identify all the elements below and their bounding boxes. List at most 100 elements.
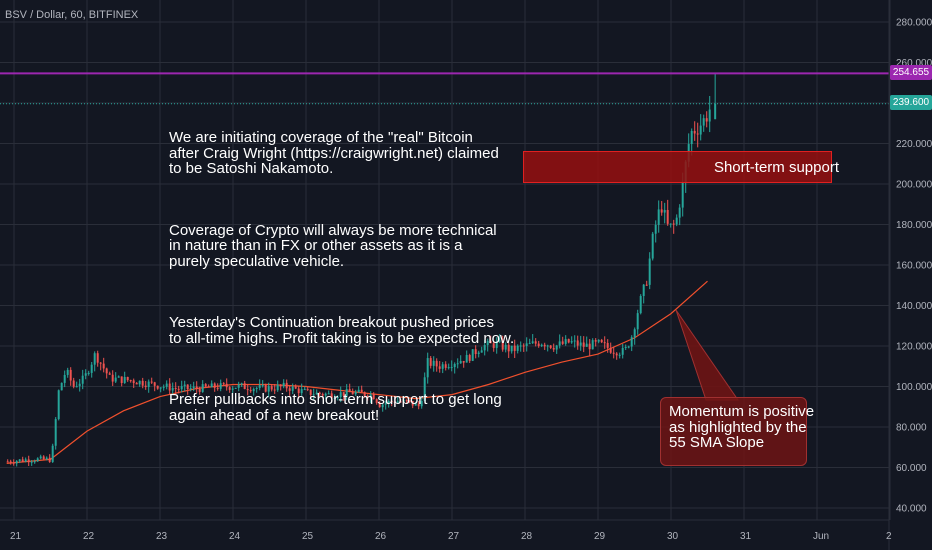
candle-body bbox=[189, 388, 192, 390]
candle-body bbox=[165, 383, 168, 387]
note-paragraph-4: Prefer pullbacks into shor-term support … bbox=[169, 391, 502, 424]
candle-body bbox=[156, 385, 159, 389]
candle-body bbox=[162, 386, 165, 388]
y-tick-label: 80.000 bbox=[896, 423, 927, 434]
candle-body bbox=[222, 383, 225, 385]
candle-body bbox=[570, 341, 573, 343]
candle-body bbox=[702, 118, 705, 126]
x-tick-label: 23 bbox=[156, 531, 168, 542]
candle-body bbox=[267, 386, 270, 392]
coverage-note[interactable]: We are initiating coverage of the "real"… bbox=[169, 99, 514, 454]
candle-body bbox=[30, 461, 33, 463]
candle-body bbox=[219, 383, 222, 389]
candle-body bbox=[18, 459, 21, 462]
candle-body bbox=[504, 344, 507, 350]
candle-body bbox=[600, 339, 603, 343]
candle-body bbox=[582, 342, 585, 347]
grid bbox=[0, 0, 891, 520]
candle-body bbox=[69, 369, 72, 381]
x-tick-label: 2 bbox=[886, 531, 892, 542]
candle-body bbox=[351, 392, 354, 395]
y-tick-label: 280.000 bbox=[896, 18, 932, 29]
candle-body bbox=[441, 364, 444, 369]
candle-body bbox=[534, 341, 537, 344]
candle-body bbox=[57, 390, 60, 420]
x-tick-label: 28 bbox=[521, 531, 533, 542]
candle-body bbox=[549, 345, 552, 348]
candle-body bbox=[591, 340, 594, 350]
x-tick-label: 22 bbox=[83, 531, 95, 542]
short-term-support-zone[interactable]: Short-term support bbox=[523, 151, 839, 183]
candle-body bbox=[309, 389, 312, 395]
candle-body bbox=[579, 342, 582, 346]
candle-body bbox=[666, 209, 669, 224]
candle-body bbox=[501, 340, 504, 350]
x-tick-label: 27 bbox=[448, 531, 460, 542]
candle-body bbox=[345, 389, 348, 396]
candle-body bbox=[105, 368, 108, 374]
candle-body bbox=[609, 347, 612, 353]
candle-body bbox=[519, 345, 522, 347]
candle-body bbox=[273, 389, 276, 391]
candle-body bbox=[372, 394, 375, 400]
candle-body bbox=[678, 207, 681, 218]
candle-body bbox=[435, 360, 438, 367]
candle-body bbox=[552, 347, 555, 350]
candle-body bbox=[408, 400, 411, 402]
candle-body bbox=[594, 340, 597, 342]
candle-body bbox=[279, 384, 282, 387]
candle-body bbox=[258, 385, 261, 388]
candle-body bbox=[6, 461, 9, 463]
candle-body bbox=[315, 392, 318, 395]
time-axis[interactable]: 21 22 23 24 25 26 27 28 29 30 31 Jun 2 bbox=[0, 519, 892, 542]
candle-body bbox=[141, 380, 144, 386]
candle-body bbox=[42, 456, 45, 460]
candle-body bbox=[363, 392, 366, 396]
candle-body bbox=[63, 374, 66, 383]
momentum-callout[interactable]: Momentum is positive as highlighted by t… bbox=[660, 397, 814, 466]
candle-body bbox=[468, 354, 471, 361]
candle-body bbox=[627, 346, 630, 348]
candle-body bbox=[426, 358, 429, 378]
candle-body bbox=[216, 387, 219, 389]
candle-body bbox=[9, 461, 12, 463]
candle-body bbox=[396, 401, 399, 403]
candle-body bbox=[264, 384, 267, 392]
candle-body bbox=[543, 344, 546, 347]
candle-body bbox=[564, 339, 567, 344]
note-paragraph-3: Yesterday's Continuation breakout pushed… bbox=[169, 314, 515, 347]
candle-body bbox=[492, 343, 495, 349]
candle-body bbox=[126, 377, 129, 381]
candle-body bbox=[624, 346, 627, 348]
horizontal-lines[interactable] bbox=[0, 72, 889, 105]
candle-body bbox=[693, 130, 696, 134]
candle-body bbox=[336, 397, 339, 399]
candle-body bbox=[12, 462, 15, 464]
candle-body bbox=[420, 400, 423, 407]
candle-body bbox=[672, 223, 675, 225]
candle-body bbox=[540, 344, 543, 346]
candle-body bbox=[357, 389, 360, 393]
candle-body bbox=[612, 352, 615, 354]
x-tick-label: 30 bbox=[667, 531, 679, 542]
candle-body bbox=[360, 389, 363, 393]
candle-body bbox=[84, 373, 87, 376]
candle-body bbox=[243, 383, 246, 390]
candle-body bbox=[447, 367, 450, 369]
candle-body bbox=[489, 340, 492, 344]
candle-body bbox=[171, 387, 174, 391]
y-tick-label: 160.000 bbox=[896, 261, 932, 272]
candle-body bbox=[306, 389, 309, 391]
candle-body bbox=[432, 360, 435, 366]
candle-body bbox=[483, 345, 486, 351]
candle-body bbox=[168, 383, 171, 391]
candle-body bbox=[240, 383, 243, 385]
candle-body bbox=[36, 458, 39, 462]
candle-body bbox=[210, 383, 213, 388]
last-price-tag: 239.600 bbox=[890, 95, 932, 110]
candle-body bbox=[66, 369, 69, 375]
candle-body bbox=[201, 384, 204, 392]
candle-body bbox=[375, 399, 378, 403]
candle-body bbox=[108, 373, 111, 375]
